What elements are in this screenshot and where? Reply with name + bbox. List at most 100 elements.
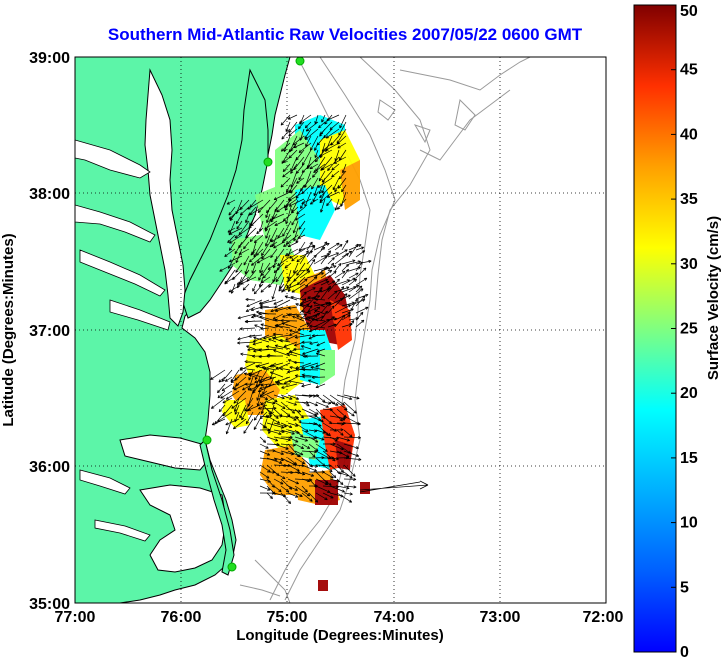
velocity-arrow — [256, 390, 261, 401]
colorbar-tick-label: 35 — [680, 191, 698, 208]
velocity-arrow — [319, 191, 333, 204]
velocity-arrow — [291, 255, 299, 262]
velocity-arrow — [301, 492, 313, 502]
velocity-arrow — [282, 283, 299, 292]
velocity-arrow — [269, 371, 284, 378]
velocity-arrow — [276, 382, 291, 386]
velocity-arrow — [329, 394, 345, 406]
y-tick-label: 38:00 — [29, 186, 70, 203]
velocity-arrow — [343, 450, 360, 457]
velocity-arrow — [355, 259, 372, 265]
velocity-arrow — [276, 206, 285, 213]
velocity-arrow — [259, 306, 277, 310]
velocity-arrow — [355, 246, 365, 251]
velocity-arrow — [320, 285, 332, 300]
velocity-arrow — [298, 142, 312, 153]
velocity-arrow — [226, 199, 236, 205]
velocity-arrow — [336, 429, 344, 436]
velocity-arrow — [258, 269, 264, 281]
velocity-arrow — [283, 241, 292, 247]
colorbar-tick-label: 20 — [680, 385, 698, 402]
velocity-arrow — [247, 199, 264, 210]
x-tick-label: 77:00 — [55, 609, 96, 626]
velocity-arrow — [339, 114, 347, 129]
velocity-arrow — [252, 383, 261, 394]
velocity-arrow — [237, 313, 256, 320]
velocity-arrow — [294, 415, 302, 424]
velocity-arrow — [334, 293, 348, 307]
velocity-arrow — [280, 177, 291, 188]
velocity-arrow — [323, 128, 333, 139]
velocity-arrow — [336, 394, 353, 401]
colorbar-tick-label: 45 — [680, 62, 698, 79]
velocity-arrow — [287, 394, 300, 400]
velocity-arrow — [236, 276, 250, 285]
velocity-arrow — [325, 142, 340, 151]
velocity-arrow — [308, 401, 318, 407]
velocity-arrow — [306, 287, 316, 293]
velocity-arrow — [295, 213, 306, 221]
velocity-arrow — [259, 450, 271, 456]
velocity-arrow — [275, 269, 285, 283]
velocity-arrow — [287, 450, 301, 457]
velocity-arrow — [260, 262, 271, 277]
velocity-arrow — [355, 277, 368, 286]
velocity-arrow — [334, 286, 350, 293]
velocity-arrow — [313, 184, 319, 197]
velocity-arrow — [237, 341, 256, 345]
velocity-arrow — [280, 408, 291, 417]
velocity-arrow — [220, 390, 233, 399]
velocity-arrow — [329, 443, 344, 451]
velocity-arrow — [266, 436, 279, 442]
velocity-arrow — [301, 485, 308, 493]
velocity-arrow — [235, 213, 243, 225]
velocity-arrow — [218, 404, 226, 413]
velocity-arrow — [294, 450, 304, 456]
velocity-arrow — [274, 344, 291, 350]
velocity-arrow — [348, 244, 362, 251]
velocity-arrow — [274, 220, 285, 226]
velocity-arrow — [232, 269, 243, 281]
velocity-arrow — [252, 341, 263, 346]
velocity-arrow — [273, 436, 291, 442]
velocity-arrow — [268, 338, 277, 343]
velocity-arrow — [266, 457, 283, 464]
velocity-arrow — [336, 436, 350, 442]
velocity-arrow — [322, 442, 336, 446]
velocity-arrow — [308, 450, 316, 458]
velocity-arrow — [252, 283, 257, 292]
velocity-arrow — [259, 394, 269, 401]
velocity-arrow — [250, 213, 264, 227]
velocity-arrow — [222, 404, 233, 417]
velocity-arrow — [287, 478, 299, 485]
velocity-arrow — [261, 366, 277, 371]
velocity-arrow — [341, 301, 355, 307]
velocity-arrow — [315, 429, 326, 434]
velocity-arrow — [248, 255, 257, 263]
velocity-arrow — [278, 276, 285, 289]
colorbar-tick-label: 5 — [680, 579, 689, 596]
velocity-arrow — [287, 457, 298, 465]
velocity-arrow — [320, 241, 328, 251]
velocity-arrow — [313, 163, 326, 174]
velocity-arrow — [221, 383, 233, 392]
velocity-arrow — [210, 369, 226, 380]
velocity-arrow — [267, 262, 278, 271]
velocity-arrow — [281, 383, 298, 389]
velocity-arrow — [239, 199, 250, 211]
velocity-arrow — [218, 376, 226, 383]
velocity-arrow — [355, 261, 363, 272]
velocity-arrow — [317, 177, 333, 188]
velocity-arrow — [329, 428, 344, 432]
velocity-arrow — [308, 327, 319, 333]
velocity-arrow — [274, 248, 285, 263]
velocity-arrow — [294, 436, 308, 442]
velocity-arrow — [266, 199, 278, 214]
velocity-arrow — [224, 376, 233, 382]
velocity-arrow — [306, 314, 318, 328]
velocity-arrow — [256, 255, 271, 264]
velocity-arrow — [273, 394, 285, 400]
velocity-arrow — [322, 478, 332, 486]
velocity-arrow — [271, 283, 278, 300]
velocity-arrow — [334, 249, 348, 258]
